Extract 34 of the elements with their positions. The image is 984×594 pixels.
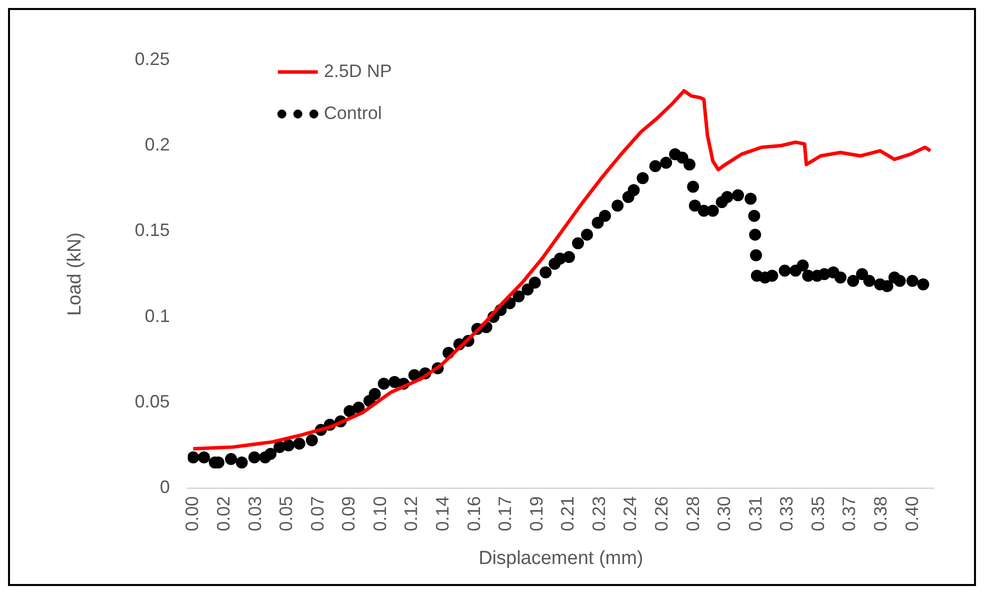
x-tick-label: 0.30 <box>714 496 734 532</box>
x-tick-label: 0.03 <box>244 496 265 532</box>
x-tick-label: 0.09 <box>338 496 359 532</box>
x-tick-label: 0.02 <box>213 496 234 532</box>
legend-label: Control <box>324 102 382 123</box>
y-tick-label: 0.05 <box>134 392 170 412</box>
x-tick-label: 0.00 <box>182 496 202 532</box>
y-tick-label: 0.15 <box>134 220 170 240</box>
x-tick-label: 0.35 <box>808 496 828 532</box>
y-tick-label: 0.2 <box>144 134 170 155</box>
y-tick-label: 0.25 <box>134 48 170 69</box>
y-tick-label: 0 <box>160 477 170 498</box>
legend-label: 2.5D NP <box>324 60 392 81</box>
x-tick-label: 0.17 <box>495 496 516 532</box>
x-tick-label: 0.21 <box>558 496 578 532</box>
x-tick-label: 0.16 <box>464 496 484 532</box>
y-tick-label: 0.1 <box>144 306 170 326</box>
x-tick-label: 0.24 <box>620 496 640 532</box>
x-tick-label: 0.28 <box>682 496 703 532</box>
x-tick-label: 0.40 <box>902 496 922 532</box>
x-tick-label: 0.19 <box>526 496 546 532</box>
x-tick-label: 0.33 <box>776 496 797 532</box>
x-tick-label: 0.05 <box>276 496 296 532</box>
x-tick-label: 0.26 <box>651 496 672 532</box>
x-tick-label: 0.31 <box>745 496 766 532</box>
x-tick-label: 0.14 <box>432 496 452 532</box>
x-tick-label: 0.07 <box>307 496 328 532</box>
x-tick-label: 0.23 <box>588 496 609 532</box>
x-tick-label: 0.38 <box>870 496 890 532</box>
x-axis-title: Displacement (mm) <box>478 548 644 569</box>
y-axis-title: Load (kN) <box>64 232 86 316</box>
x-tick-label: 0.12 <box>401 496 422 532</box>
x-tick-label: 0.10 <box>370 496 390 532</box>
x-tick-label: 0.37 <box>839 496 860 532</box>
